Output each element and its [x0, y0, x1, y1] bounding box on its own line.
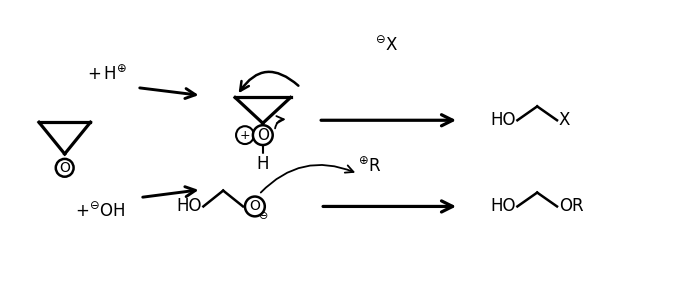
Circle shape: [56, 159, 74, 177]
Circle shape: [253, 125, 272, 145]
Text: O: O: [257, 128, 269, 142]
Text: H: H: [256, 155, 269, 173]
Text: $+^{\ominus}\mathrm{OH}$: $+^{\ominus}\mathrm{OH}$: [75, 203, 126, 222]
Text: $^{\ominus}\mathrm{X}$: $^{\ominus}\mathrm{X}$: [375, 36, 398, 55]
Text: HO: HO: [491, 111, 516, 129]
Circle shape: [245, 196, 265, 216]
Text: X: X: [559, 111, 571, 129]
Text: HO: HO: [177, 197, 202, 215]
Text: HO: HO: [491, 197, 516, 215]
Text: +: +: [240, 129, 250, 142]
Text: OR: OR: [559, 197, 584, 215]
Circle shape: [236, 126, 254, 144]
Text: $\ominus$: $\ominus$: [258, 210, 268, 221]
Text: $+\,\mathrm{H}^{\oplus}$: $+\,\mathrm{H}^{\oplus}$: [88, 66, 127, 85]
Text: $\oplus$: $\oplus$: [239, 129, 251, 142]
Text: $^{\oplus}\mathrm{R}$: $^{\oplus}\mathrm{R}$: [358, 157, 382, 176]
Text: O: O: [59, 161, 70, 175]
Text: O: O: [250, 199, 261, 214]
